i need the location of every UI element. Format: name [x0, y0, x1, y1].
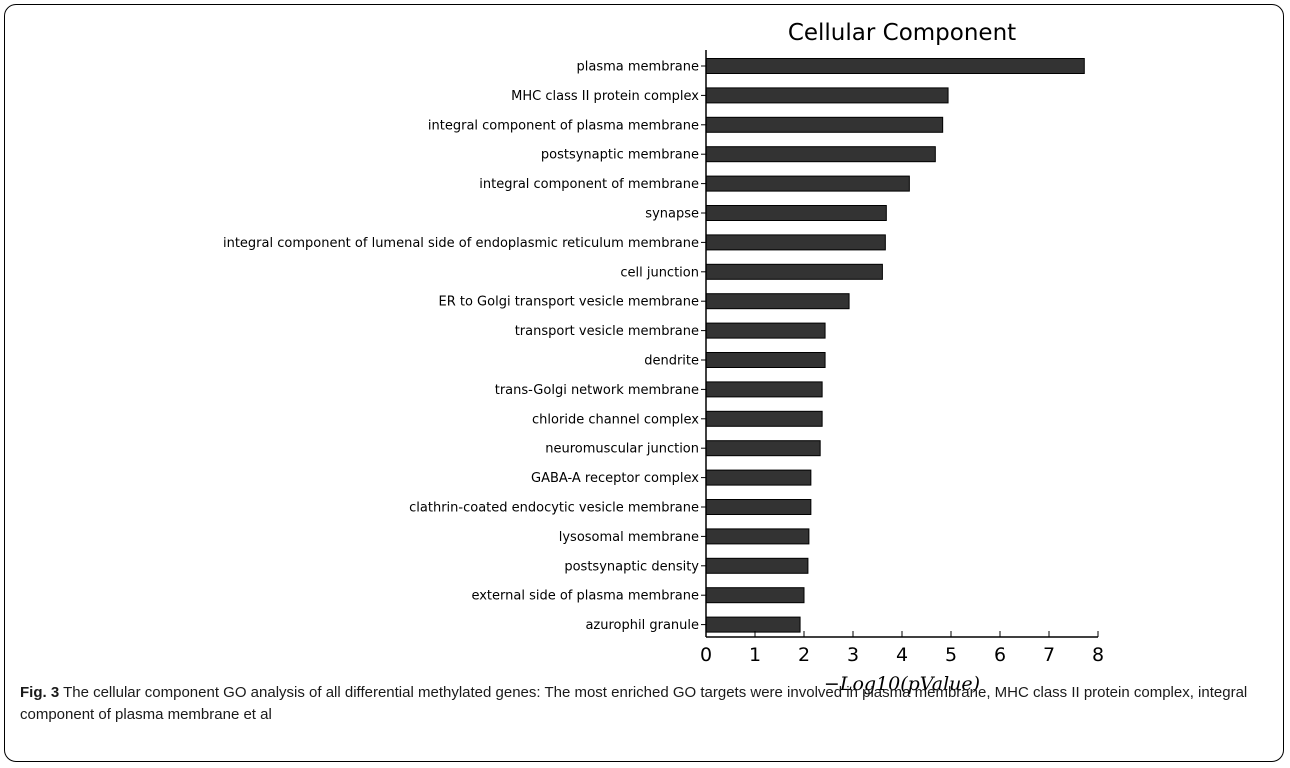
category-label: postsynaptic density [564, 559, 699, 574]
category-label: external side of plasma membrane [471, 589, 699, 604]
bar [705, 410, 823, 427]
chart-title: Cellular Component [787, 20, 1017, 46]
category-label: integral component of membrane [479, 177, 699, 192]
bar [705, 205, 887, 221]
caption-text: The cellular component GO analysis of al… [20, 684, 1248, 723]
x-tick-label: 4 [896, 644, 908, 666]
x-tick-label: 1 [749, 644, 761, 666]
bar [705, 175, 910, 192]
bar [705, 381, 823, 398]
category-label: transport vesicle membrane [515, 324, 699, 339]
category-label: clathrin-coated endocytic vesicle membra… [409, 501, 699, 516]
bar [705, 469, 812, 486]
figure-frame [4, 4, 1284, 762]
figure-caption: Fig. 3 The cellular component GO analysi… [20, 682, 1260, 726]
category-label: azurophil granule [585, 618, 699, 633]
category-label: MHC class II protein complex [511, 89, 699, 104]
bar [705, 322, 826, 339]
x-tick-label: 0 [700, 644, 712, 666]
bar [705, 146, 936, 163]
caption-label: Fig. 3 [20, 684, 60, 701]
category-labels: plasma membrane MHC class II protein comp… [223, 60, 699, 634]
category-label: plasma membrane [577, 60, 700, 75]
bar [705, 528, 810, 545]
x-tick-label: 2 [798, 644, 810, 666]
bar [705, 499, 812, 515]
bar [705, 263, 883, 280]
category-label: ER to Golgi transport vesicle membrane [439, 295, 700, 310]
bar [705, 587, 805, 604]
category-label: GABA-A receptor complex [531, 471, 699, 486]
category-label: dendrite [644, 354, 699, 369]
category-label: lysosomal membrane [559, 530, 699, 545]
bar [705, 616, 801, 633]
x-tick-label: 8 [1092, 644, 1104, 666]
x-tick-label: 5 [945, 644, 957, 666]
category-label: cell junction [620, 265, 699, 280]
category-label: postsynaptic membrane [541, 148, 699, 163]
bar [705, 352, 826, 368]
x-tick-label: 3 [847, 644, 859, 666]
bar [705, 557, 809, 574]
category-label: integral component of lumenal side of en… [223, 236, 699, 251]
bar [705, 87, 949, 104]
x-tick-label: 7 [1043, 644, 1055, 666]
bar [705, 58, 1085, 74]
bar [705, 116, 944, 133]
category-label: chloride channel complex [532, 412, 699, 427]
x-axis-label: −Log10(pValue) [824, 673, 980, 695]
category-label: trans-Golgi network membrane [495, 383, 699, 398]
category-label: neuromuscular junction [545, 442, 699, 457]
bars-group [701, 58, 1085, 633]
category-label: integral component of plasma membrane [428, 118, 699, 133]
x-ticks: 0 1 2 3 4 5 6 7 8 [700, 631, 1104, 666]
x-tick-label: 6 [994, 644, 1006, 666]
bar [705, 440, 821, 457]
bar [705, 234, 886, 251]
bar [705, 293, 850, 310]
category-label: synapse [645, 207, 699, 222]
